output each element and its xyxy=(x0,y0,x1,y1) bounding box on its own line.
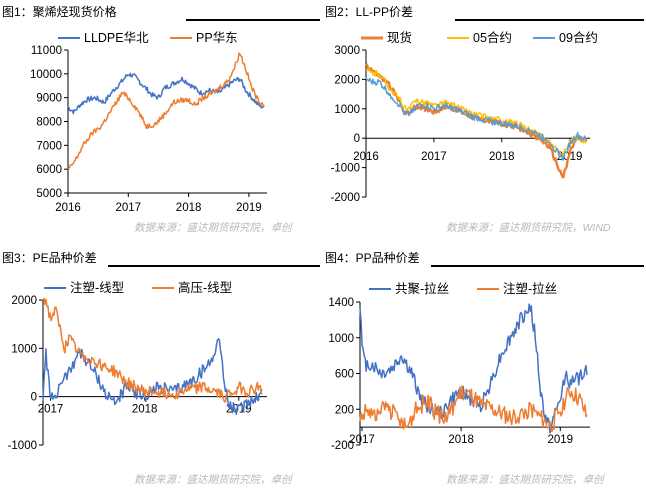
chart-title: 图1：聚烯烃现货价格 xyxy=(2,5,117,19)
chart-plot: -200 200 600 1000 1400 2017 2018 2019 共聚-拉丝 注塑-拉丝 xyxy=(328,281,590,452)
series-line xyxy=(67,52,265,170)
x-tick-label: 2018 xyxy=(132,404,158,416)
y-tick-label: -200 xyxy=(331,440,354,452)
y-tick-label: 9000 xyxy=(36,93,62,105)
x-tick-label: 2017 xyxy=(349,434,375,446)
legend-label: LLDPE华北 xyxy=(84,30,149,45)
y-tick-label: 6000 xyxy=(36,164,62,176)
series-line xyxy=(359,385,588,433)
y-tick-label: 1000 xyxy=(328,333,354,345)
y-tick-label: 11000 xyxy=(31,45,62,57)
legend-label: 05合约 xyxy=(473,30,512,45)
y-tick-label: 5000 xyxy=(36,188,62,200)
chart-title: 图2：LL-PP价差 xyxy=(325,5,414,19)
chart-title: 图4：PP品种价差 xyxy=(325,251,420,265)
series-line xyxy=(365,63,588,179)
x-tick-label: 2017 xyxy=(116,202,142,214)
x-tick-label: 2018 xyxy=(448,434,474,446)
y-tick-label: 2000 xyxy=(334,74,360,86)
chart-panel-pp-spread: 图4：PP品种价差 -200 200 600 1000 1400 2017 2018 2019… xyxy=(323,246,646,491)
x-tick-label: 2017 xyxy=(38,404,64,416)
x-tick-label: 2019 xyxy=(236,202,262,214)
y-tick-label: -1000 xyxy=(331,163,360,175)
title-rule xyxy=(431,265,644,267)
legend-label: 现货 xyxy=(387,30,412,45)
y-tick-label: 2000 xyxy=(11,295,37,307)
y-tick-label: 10000 xyxy=(30,69,62,81)
series-line xyxy=(67,72,265,115)
chart-title: 图3：PE品种价差 xyxy=(2,251,97,265)
y-tick-label: 1000 xyxy=(11,343,37,355)
data-source-note: 数据来源：盛达期货研究院，卓创 xyxy=(446,474,604,486)
y-tick-label: 200 xyxy=(335,404,354,416)
series-line xyxy=(359,303,588,434)
y-tick-label: 8000 xyxy=(36,117,62,129)
legend-label: 共聚-拉丝 xyxy=(395,281,449,296)
data-source-note: 数据来源：盛达期货研究院，WIND xyxy=(446,222,611,234)
chart-plot: 5000 6000 7000 8000 9000 10000 11000 2016 2017 20… xyxy=(30,30,267,214)
x-tick-label: 2016 xyxy=(55,202,81,214)
chart-panel-ll-pp-spread: 图2：LL-PP价差 -2000 -1000 0 1000 2000 3000 2016 20… xyxy=(323,0,646,245)
y-tick-label: 0 xyxy=(354,133,360,145)
y-tick-label: -2000 xyxy=(331,192,360,204)
legend-label: 09合约 xyxy=(559,30,598,45)
x-tick-label: 2018 xyxy=(489,151,515,163)
series-line xyxy=(365,67,588,158)
legend-label: PP华东 xyxy=(196,30,238,45)
y-tick-label: -1000 xyxy=(8,440,37,452)
x-tick-label: 2018 xyxy=(176,202,202,214)
title-rule xyxy=(186,19,320,21)
chart-panel-pe-spread: 图3：PE品种价差 -1000 0 1000 2000 2017 2018 2019 注塑-线… xyxy=(0,246,323,491)
title-rule xyxy=(108,265,320,267)
x-tick-label: 2019 xyxy=(547,434,573,446)
series-line xyxy=(365,77,588,161)
title-rule xyxy=(455,19,644,21)
y-tick-label: 7000 xyxy=(36,140,62,152)
data-source-note: 数据来源：盛达期货研究院，卓创 xyxy=(134,474,292,486)
x-tick-label: 2017 xyxy=(421,151,447,163)
y-tick-label: 3000 xyxy=(334,45,360,57)
legend-label: 注塑-线型 xyxy=(70,280,124,295)
series-line xyxy=(42,297,263,403)
y-tick-label: 1400 xyxy=(328,297,354,309)
y-tick-label: 600 xyxy=(335,369,354,381)
y-tick-label: 1000 xyxy=(334,104,360,116)
legend-label: 高压-线型 xyxy=(178,280,232,295)
y-tick-label: 0 xyxy=(31,392,37,404)
x-tick-label: 2016 xyxy=(353,151,379,163)
legend-label: 注塑-拉丝 xyxy=(503,281,557,296)
chart-panel-spot-price: 图1：聚烯烃现货价格 5000 6000 7000 8000 9000 10000 1100… xyxy=(0,0,323,245)
data-source-note: 数据来源：盛达期货研究院，卓创 xyxy=(134,222,292,234)
